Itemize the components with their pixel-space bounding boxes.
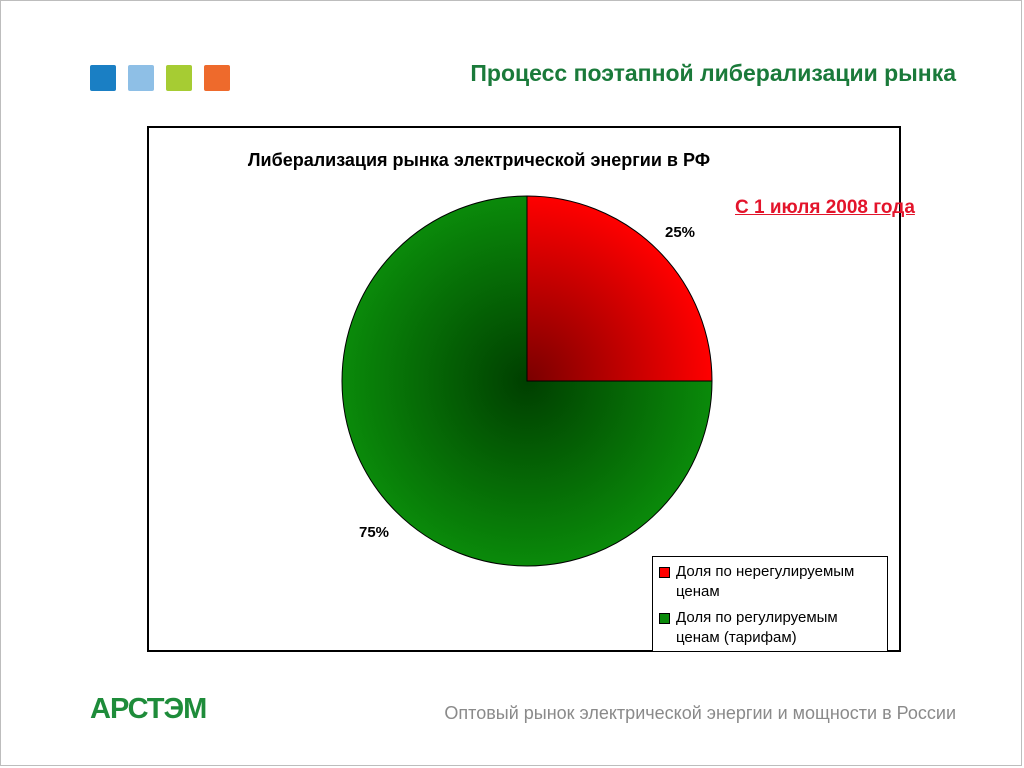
- legend-label-regulated: Доля по регулируемым ценам (тарифам): [676, 609, 838, 646]
- legend-item-regulated: Доля по регулируемым ценам (тарифам): [657, 608, 883, 648]
- legend-swatch-unregulated: [659, 567, 670, 578]
- pie-slice-unregulated: [526, 195, 713, 382]
- square-blue: [90, 65, 116, 91]
- legend-swatch-regulated: [659, 613, 670, 624]
- company-logo: АРСТЭМ: [90, 693, 207, 725]
- legend-item-unregulated: Доля по нерегулируемым ценам: [657, 562, 883, 602]
- chart-title: Либерализация рынка электрической энерги…: [247, 150, 711, 170]
- data-label-unregulated: 25%: [665, 224, 695, 241]
- square-orange: [204, 65, 230, 91]
- slide-title: Процесс поэтапной либерализации рынка: [470, 60, 956, 86]
- square-light-blue: [128, 65, 154, 91]
- pie-slice-regulated: [341, 195, 713, 567]
- square-green: [166, 65, 192, 91]
- decorative-squares: [90, 65, 230, 91]
- data-label-regulated: 75%: [359, 524, 389, 541]
- footer-text: Оптовый рынок электрической энергии и мо…: [444, 703, 956, 723]
- legend-label-unregulated: Доля по нерегулируемым ценам: [676, 563, 855, 600]
- date-note: С 1 июля 2008 года: [735, 197, 915, 218]
- chart-legend: Доля по нерегулируемым ценам Доля по рег…: [652, 556, 888, 652]
